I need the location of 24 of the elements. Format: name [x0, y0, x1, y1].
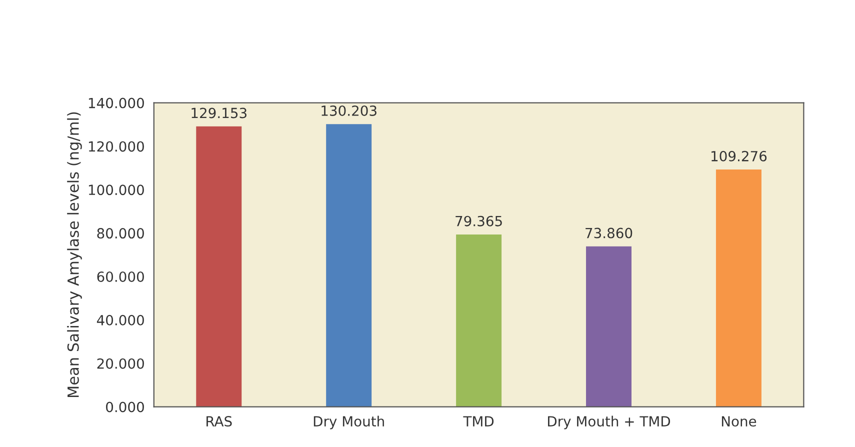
bar [196, 126, 242, 407]
data-label: 73.860 [586, 228, 632, 238]
bar [716, 170, 762, 407]
x-tick-label: RAS [206, 416, 232, 427]
y-tick-label: 80.000 [97, 228, 144, 239]
x-tick-label: None [722, 416, 756, 427]
data-label: 79.365 [456, 216, 502, 226]
y-tick-label: 120.000 [88, 141, 144, 152]
y-tick-label: 140.000 [88, 98, 144, 108]
bar [456, 234, 502, 407]
bar [326, 124, 372, 407]
x-tick-label: Dry Mouth + TMD [548, 416, 670, 430]
bar [586, 246, 632, 407]
y-tick-label: 60.000 [97, 271, 144, 282]
x-tick-label: Dry Mouth [314, 416, 384, 430]
y-tick-label: 100.000 [88, 184, 144, 196]
data-label: 129.153 [192, 108, 246, 118]
y-tick-label: 40.000 [96, 314, 144, 326]
data-label: 130.203 [322, 105, 376, 116]
data-label: 109.276 [712, 150, 767, 162]
y-tick-label: 20.000 [97, 358, 144, 369]
y-axis-title: Mean Salivary Amylase levels (ng/ml) [67, 112, 82, 398]
y-tick-label: 0.000 [106, 402, 144, 412]
x-tick-label: TMD [463, 416, 494, 426]
